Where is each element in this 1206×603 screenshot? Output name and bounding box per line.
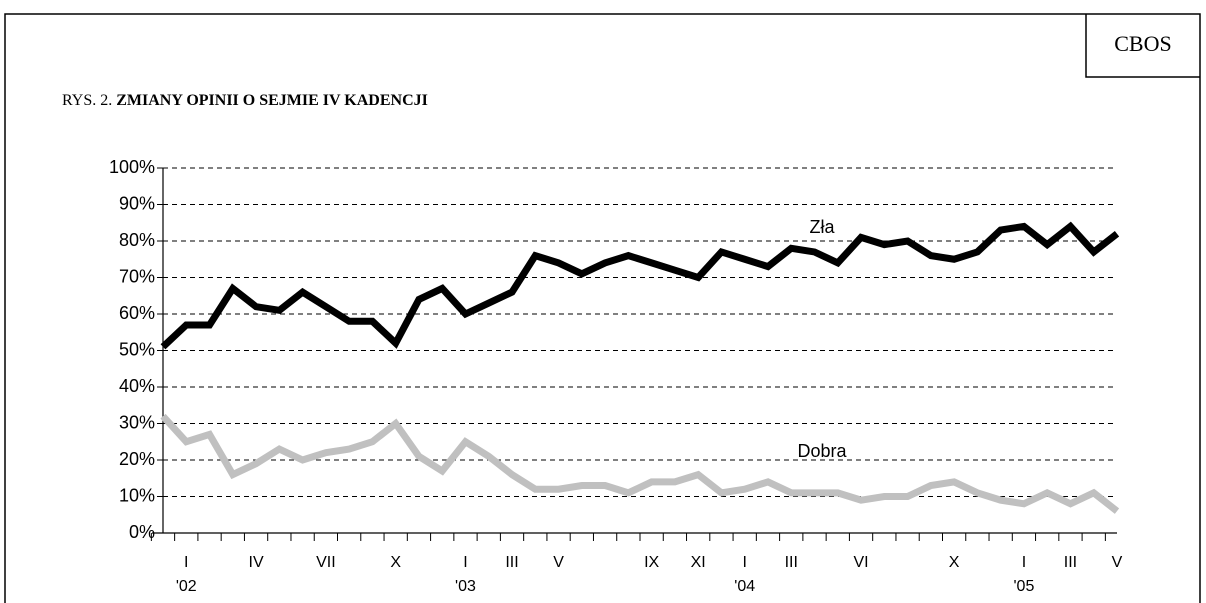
x-tick-label: I — [463, 554, 467, 571]
y-tick-label: 30% — [119, 412, 155, 432]
y-tick-label: 0% — [129, 522, 155, 542]
y-tick-label: 10% — [119, 485, 155, 505]
x-year-label: '03 — [455, 578, 476, 595]
title-prefix: RYS. 2. — [62, 92, 112, 109]
title-main: ZMIANY OPINII O SEJMIE IV KADENCJI — [116, 92, 428, 109]
y-tick-label: 50% — [119, 339, 155, 359]
x-tick-label: XI — [691, 554, 706, 571]
frame — [4, 13, 1201, 603]
series-line — [160, 221, 1120, 350]
x-tick-label: III — [505, 554, 518, 571]
x-tick-label: VI — [853, 554, 868, 571]
x-tick-label: V — [553, 554, 564, 571]
x-tick-label: VII — [316, 554, 336, 571]
x-tick-label: III — [1064, 554, 1077, 571]
x-tick-label: I — [742, 554, 746, 571]
x-year-label: '04 — [734, 578, 755, 595]
y-tick-label: 80% — [119, 230, 155, 250]
series-label: Dobra — [797, 441, 847, 461]
x-tick-label: IX — [644, 554, 659, 571]
y-tick-label: 40% — [119, 376, 155, 396]
x-tick-label: X — [390, 554, 401, 571]
y-tick-label: 60% — [119, 303, 155, 323]
y-tick-label: 100% — [109, 157, 155, 177]
series-label: Zła — [809, 217, 835, 237]
source: CBOS — [1114, 31, 1171, 56]
y-tick-label: 90% — [119, 193, 155, 213]
x-tick-label: V — [1112, 554, 1123, 571]
y-tick-label: 70% — [119, 266, 155, 286]
x-tick-label: III — [785, 554, 798, 571]
chart-title: RYS. 2. ZMIANY OPINII O SEJMIE IV KADENC… — [62, 92, 428, 109]
x-tick-label: I — [1022, 554, 1026, 571]
y-tick-label: 20% — [119, 449, 155, 469]
series-line — [160, 413, 1120, 514]
x-year-label: '02 — [176, 578, 197, 595]
x-tick-label: X — [949, 554, 960, 571]
x-tick-label: IV — [249, 554, 264, 571]
x-year-label: '05 — [1013, 578, 1034, 595]
source-box — [1085, 14, 1200, 78]
x-tick-label: I — [184, 554, 188, 571]
